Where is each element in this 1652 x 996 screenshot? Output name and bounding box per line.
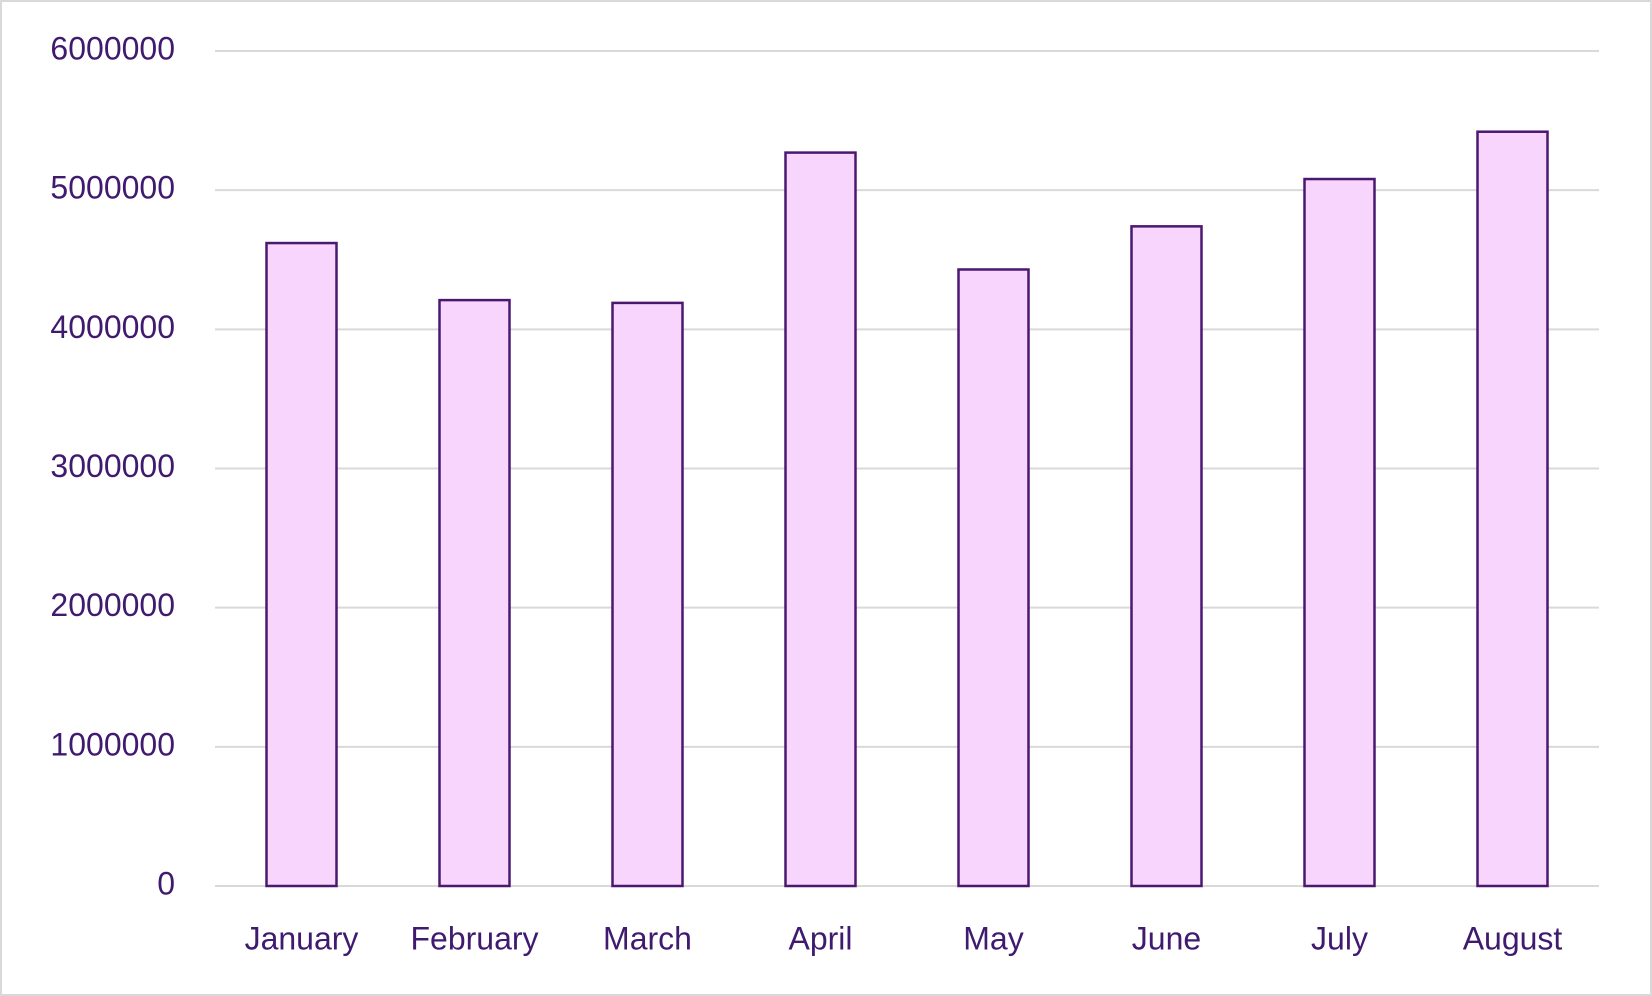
x-tick-label: February [410,920,538,956]
x-tick-label: May [963,920,1023,956]
y-tick-label: 6000000 [50,30,175,66]
bar [438,298,511,888]
bar [611,301,684,888]
bar [1476,130,1549,888]
x-tick-label: August [1463,920,1563,956]
bar [957,268,1030,888]
x-tick-label: January [245,920,359,956]
x-tick-label: March [603,920,692,956]
bar [1130,225,1203,888]
bar [1303,177,1376,888]
x-tick-label: June [1132,920,1201,956]
y-tick-label: 3000000 [50,448,175,484]
bar [265,241,338,888]
bar [784,151,857,888]
x-tick-label: April [788,920,852,956]
x-tick-label: July [1311,920,1368,956]
y-tick-label: 0 [157,865,175,901]
y-tick-label: 1000000 [50,726,175,762]
y-tick-label: 4000000 [50,309,175,345]
y-tick-label: 5000000 [50,170,175,206]
y-tick-label: 2000000 [50,587,175,623]
